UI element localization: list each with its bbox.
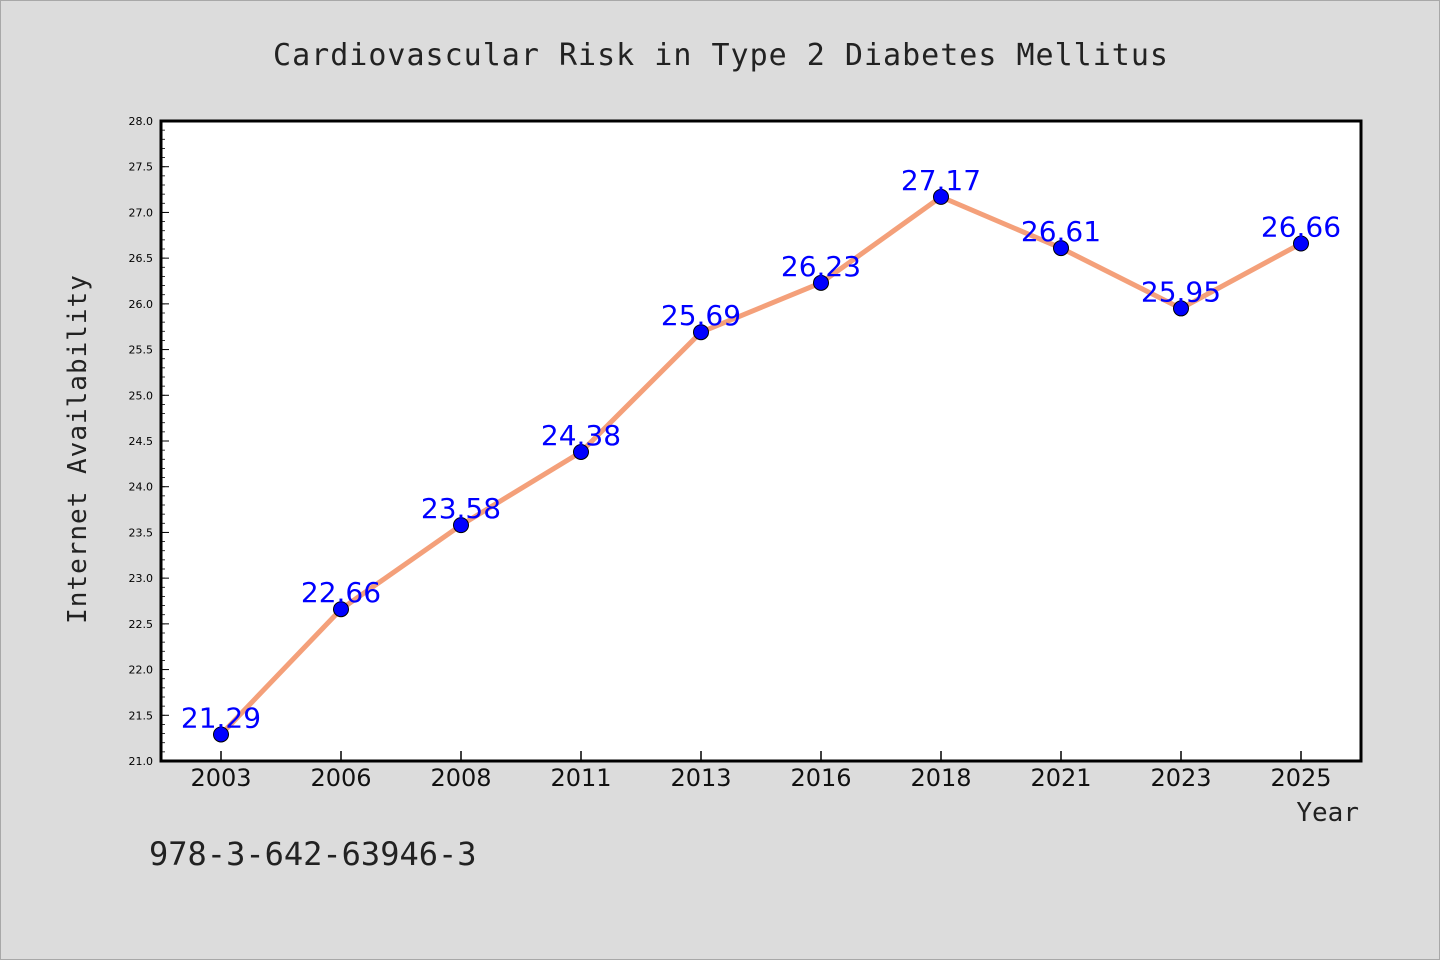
- data-point-marker: [453, 517, 469, 534]
- y-tick-label: 22.5: [129, 618, 154, 631]
- data-point-marker: [813, 274, 829, 291]
- y-tick-label: 28.0: [129, 115, 154, 128]
- data-point-marker: [933, 188, 949, 205]
- data-point-marker: [693, 324, 709, 341]
- data-label: 26.23: [781, 250, 861, 283]
- data-label: 22.66: [301, 576, 381, 609]
- x-axis-ticks: [220, 751, 1302, 761]
- x-tick-label: 2006: [310, 764, 371, 792]
- data-point-marker: [1053, 240, 1069, 257]
- data-markers: [213, 188, 1309, 743]
- data-point-marker: [573, 443, 589, 460]
- plot-area: [161, 121, 1361, 761]
- data-label: 21.29: [181, 701, 261, 734]
- data-point-marker: [1293, 235, 1309, 252]
- isbn-footnote: 978-3-642-63946-3: [149, 835, 477, 873]
- y-tick-label: 25.0: [129, 389, 154, 402]
- x-tick-label: 2016: [790, 764, 851, 792]
- data-point-marker: [333, 601, 349, 618]
- data-label: 23.58: [421, 492, 501, 525]
- y-tick-label: 26.5: [129, 252, 154, 265]
- y-tick-label: 27.0: [129, 206, 154, 219]
- data-point-marker: [213, 726, 229, 743]
- data-label: 26.61: [1021, 215, 1101, 248]
- x-tick-label: 2011: [550, 764, 611, 792]
- x-tick-label: 2021: [1030, 764, 1091, 792]
- y-tick-label: 24.5: [129, 435, 154, 448]
- x-tick-label: 2018: [910, 764, 971, 792]
- data-point-marker: [1173, 300, 1189, 317]
- x-tick-label: 2013: [670, 764, 731, 792]
- chart-title: Cardiovascular Risk in Type 2 Diabetes M…: [273, 38, 1169, 73]
- y-tick-label: 24.0: [129, 481, 154, 494]
- y-tick-label: 27.5: [129, 161, 154, 174]
- y-tick-label: 25.5: [129, 344, 154, 357]
- x-tick-label: 2025: [1270, 764, 1331, 792]
- data-label: 25.69: [661, 299, 741, 332]
- y-axis-tick-labels: 21.0 21.5 22.0 22.5 23.0 23.5 24.0 24.5 25.0 25.5…: [129, 115, 154, 768]
- x-tick-label: 2003: [190, 764, 251, 792]
- data-label: 26.66: [1261, 211, 1341, 244]
- series-line: [218, 194, 1304, 737]
- data-label: 24.38: [541, 419, 621, 452]
- y-tick-label: 23.5: [129, 526, 154, 539]
- y-tick-label: 26.0: [129, 298, 154, 311]
- y-tick-label: 22.0: [129, 664, 154, 677]
- plot-frame: [159, 119, 1363, 763]
- data-label: 27.17: [901, 164, 981, 197]
- y-tick-label: 21.0: [129, 755, 154, 768]
- y-tick-label: 23.0: [129, 572, 154, 585]
- y-axis-label: Internet Availability: [63, 274, 93, 624]
- data-label: 25.95: [1141, 275, 1221, 308]
- y-tick-label: 21.5: [129, 709, 154, 722]
- data-labels: 21.29 22.66 23.58 24.38 25.69 26.23 27.17 26.61…: [181, 164, 1341, 735]
- x-axis-tick-labels: 2003 2006 2008 2011 2013 2016 2018 2021 2023 2025: [190, 764, 1331, 792]
- x-tick-label: 2023: [1150, 764, 1211, 792]
- x-axis-label: Year: [1296, 798, 1359, 828]
- x-tick-label: 2008: [430, 764, 491, 792]
